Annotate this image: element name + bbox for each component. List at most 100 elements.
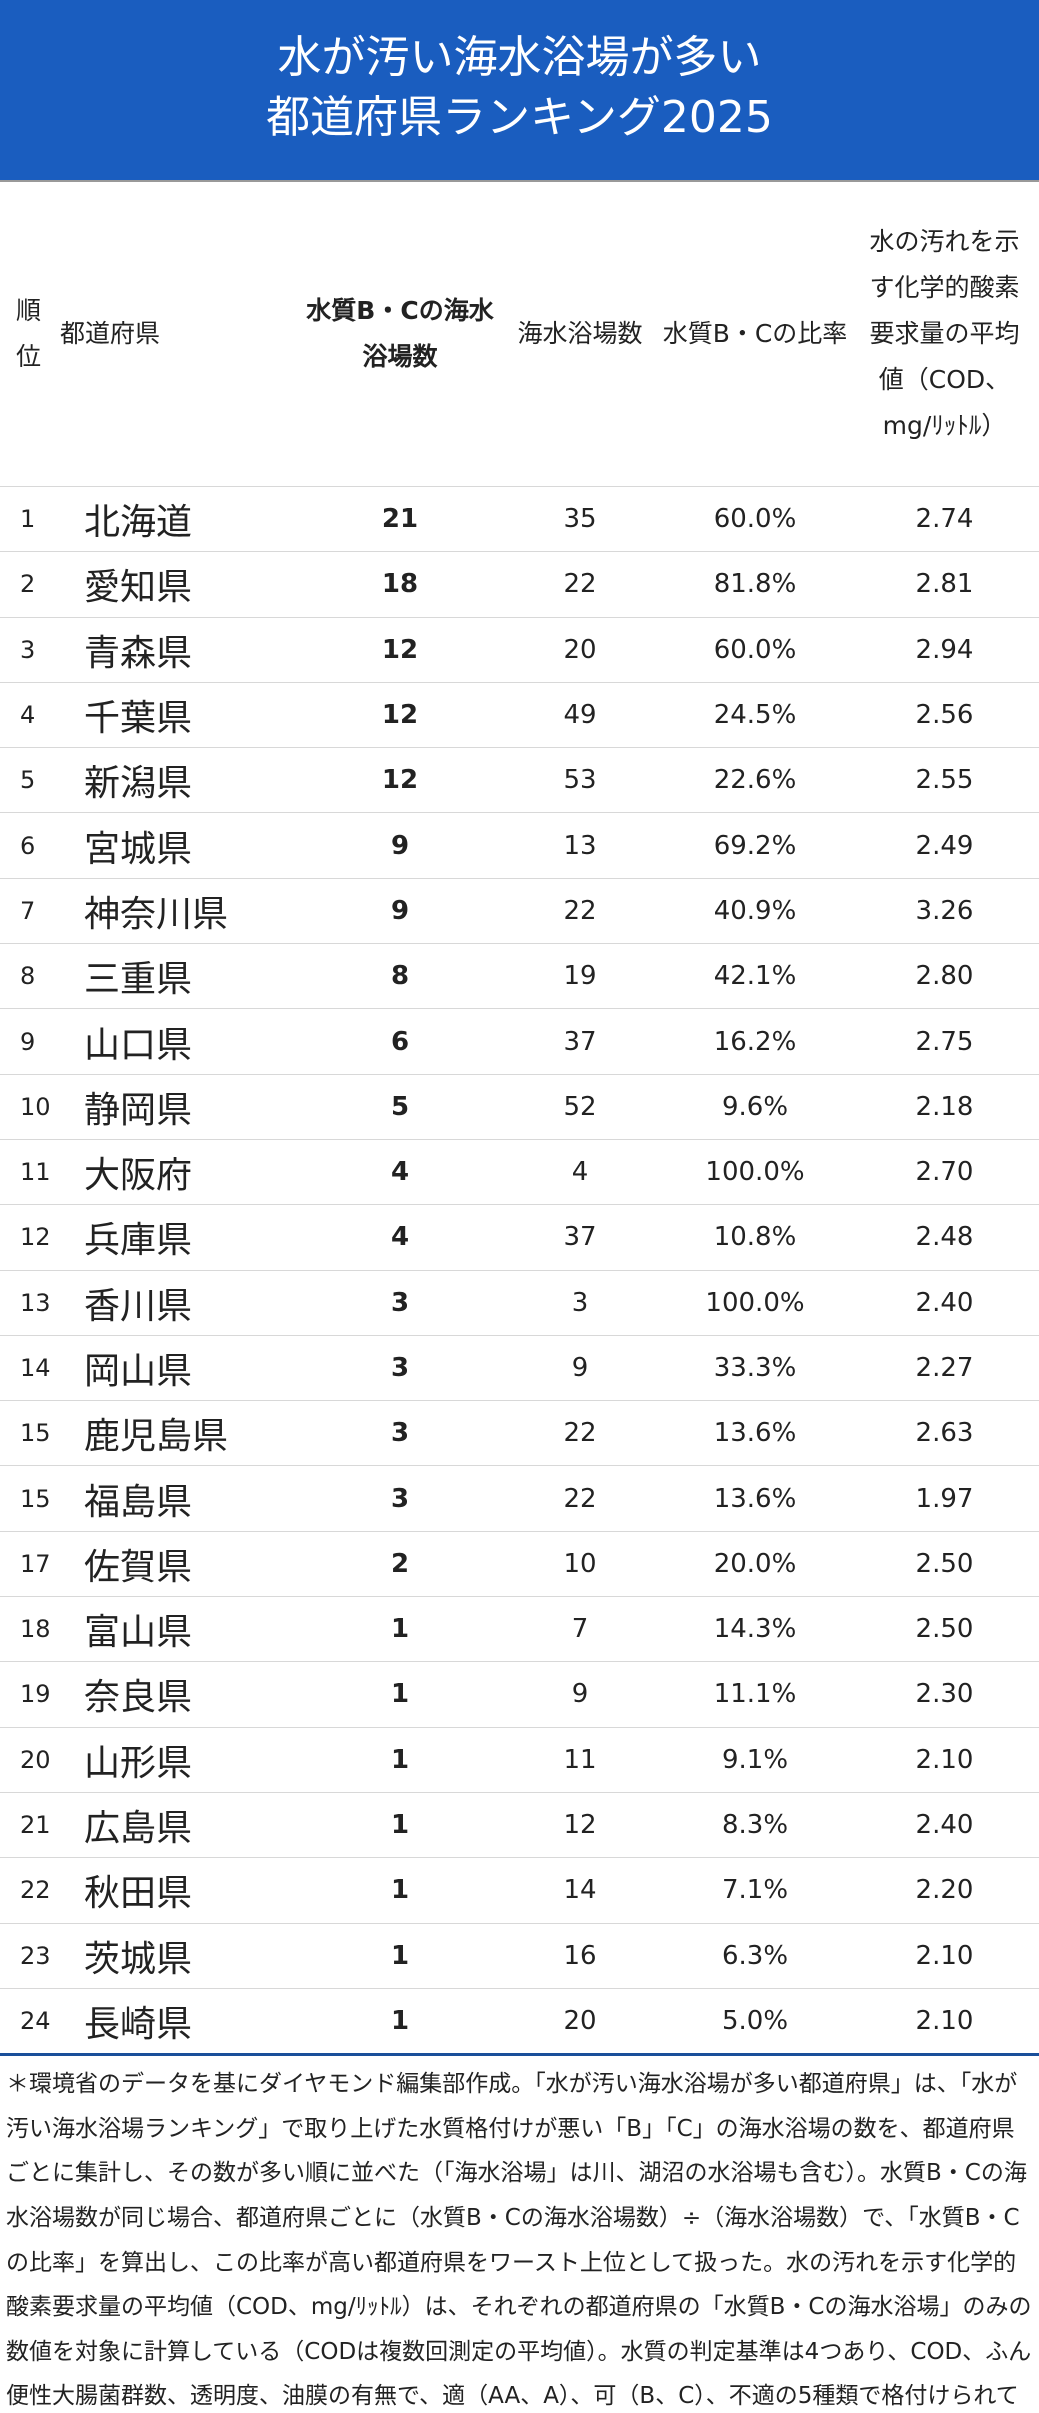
table-row: 1 北海道 21 35 60.0% 2.74	[0, 485, 1039, 552]
table-cell: 2.56	[850, 681, 1039, 748]
table-cell: 24	[0, 1987, 60, 2054]
table-cell: 宮城県	[60, 812, 300, 879]
table-cell: 3	[300, 1334, 500, 1401]
table-cell: 2	[300, 1530, 500, 1597]
table-row: 17 佐賀県 2 10 20.0% 2.50	[0, 1530, 1039, 1597]
table-cell: 奈良県	[60, 1661, 300, 1728]
table-cell: 10	[500, 1530, 660, 1597]
table-row: 15 鹿児島県 3 22 13.6% 2.63	[0, 1400, 1039, 1466]
table-cell: 2.63	[850, 1400, 1039, 1466]
table-cell: 49	[500, 681, 660, 748]
header-row: 順位 都道府県 水質B・Cの海水浴場数 海水浴場数 水質B・Cの比率 水の汚れを示す化学的…	[0, 182, 1039, 487]
table-row: 9 山口県 6 37 16.2% 2.75	[0, 1008, 1039, 1075]
table-cell: 5	[300, 1073, 500, 1140]
table-cell: 100.0%	[660, 1269, 850, 1336]
table-cell: 19	[0, 1661, 60, 1728]
table-row: 8 三重県 8 19 42.1% 2.80	[0, 943, 1039, 1009]
table-cell: 1.97	[850, 1465, 1039, 1532]
table-cell: 山形県	[60, 1726, 300, 1793]
table-cell: 2.74	[850, 485, 1039, 552]
table-cell: 2.70	[850, 1138, 1039, 1205]
table-cell: 2.81	[850, 551, 1039, 618]
table-cell: 3	[300, 1269, 500, 1336]
table-cell: 4	[0, 681, 60, 748]
table-cell: 長崎県	[60, 1987, 300, 2054]
table-cell: 11	[500, 1726, 660, 1793]
table-cell: 新潟県	[60, 747, 300, 813]
table-cell: 2.20	[850, 1857, 1039, 1924]
table-cell: 13	[500, 812, 660, 879]
table-cell: 1	[300, 1726, 500, 1793]
table-cell: 9.6%	[660, 1073, 850, 1140]
table-cell: 2.40	[850, 1269, 1039, 1336]
table-cell: 2.80	[850, 943, 1039, 1009]
table-cell: 9.1%	[660, 1726, 850, 1793]
table-cell: 6	[0, 812, 60, 879]
table-body: 1 北海道 21 35 60.0% 2.74 2 愛知県 18 22 81.8% 2.81 3 青森県 12…	[0, 485, 1039, 2054]
table-cell: 三重県	[60, 943, 300, 1009]
table-cell: 37	[500, 1204, 660, 1271]
table-cell: 大阪府	[60, 1138, 300, 1205]
table-cell: 22	[500, 551, 660, 618]
table-cell: 12	[300, 616, 500, 683]
table-cell: 9	[0, 1008, 60, 1075]
table-cell: 茨城県	[60, 1922, 300, 1989]
table-row: 19 奈良県 1 9 11.1% 2.30	[0, 1661, 1039, 1728]
table-row: 5 新潟県 12 53 22.6% 2.55	[0, 747, 1039, 813]
table-cell: 2.94	[850, 616, 1039, 683]
table-cell: 7	[0, 877, 60, 944]
column-header: 水質B・Cの比率	[662, 319, 848, 348]
table-cell: 6.3%	[660, 1922, 850, 1989]
table-cell: 18	[300, 551, 500, 618]
column-header: 都道府県	[60, 319, 161, 348]
table-row: 21 広島県 1 12 8.3% 2.40	[0, 1791, 1039, 1858]
table-cell: 52	[500, 1073, 660, 1140]
ranking-table: 順位 都道府県 水質B・Cの海水浴場数 海水浴場数 水質B・Cの比率 水の汚れを示す化学的…	[0, 182, 1039, 2054]
table-cell: 2.50	[850, 1530, 1039, 1597]
table-cell: 14.3%	[660, 1596, 850, 1662]
table-cell: 2.10	[850, 1987, 1039, 2054]
table-cell: 4	[500, 1138, 660, 1205]
table-cell: 20.0%	[660, 1530, 850, 1597]
table-row: 7 神奈川県 9 22 40.9% 3.26	[0, 877, 1039, 944]
table-row: 23 茨城県 1 16 6.3% 2.10	[0, 1922, 1039, 1989]
table-cell: 6	[300, 1008, 500, 1075]
table-cell: 10.8%	[660, 1204, 850, 1271]
table-cell: 2.49	[850, 812, 1039, 879]
table-cell: 20	[500, 1987, 660, 2054]
table-cell: 佐賀県	[60, 1530, 300, 1597]
table-cell: 3	[300, 1400, 500, 1466]
table-cell: 14	[0, 1334, 60, 1401]
table-cell: 富山県	[60, 1596, 300, 1662]
column-header: 海水浴場数	[517, 319, 643, 348]
table-cell: 40.9%	[660, 877, 850, 944]
table-cell: 22.6%	[660, 747, 850, 813]
table-cell: 13.6%	[660, 1465, 850, 1532]
table-row: 15 福島県 3 22 13.6% 1.97	[0, 1465, 1039, 1532]
table-cell: 12	[500, 1791, 660, 1858]
table-cell: 1	[300, 1596, 500, 1662]
table-cell: 42.1%	[660, 943, 850, 1009]
table-cell: 11	[0, 1138, 60, 1205]
column-header: 水質B・Cの海水浴場数	[306, 296, 494, 371]
table-cell: 1	[0, 485, 60, 552]
table-cell: 18	[0, 1596, 60, 1662]
table-cell: 35	[500, 485, 660, 552]
table-row: 22 秋田県 1 14 7.1% 2.20	[0, 1857, 1039, 1924]
table-cell: 1	[300, 1987, 500, 2054]
table-cell: 8.3%	[660, 1791, 850, 1858]
table-cell: 21	[300, 485, 500, 552]
table-cell: 7	[500, 1596, 660, 1662]
table-cell: 11.1%	[660, 1661, 850, 1728]
table-cell: 2.30	[850, 1661, 1039, 1728]
table-cell: 20	[500, 616, 660, 683]
table-cell: 22	[500, 1400, 660, 1466]
table-cell: 秋田県	[60, 1857, 300, 1924]
table-cell: 69.2%	[660, 812, 850, 879]
table-cell: 5.0%	[660, 1987, 850, 2054]
table-cell: 2.18	[850, 1073, 1039, 1140]
table-cell: 4	[300, 1138, 500, 1205]
table-cell: 2	[0, 551, 60, 618]
table-cell: 22	[500, 877, 660, 944]
table-cell: 8	[300, 943, 500, 1009]
